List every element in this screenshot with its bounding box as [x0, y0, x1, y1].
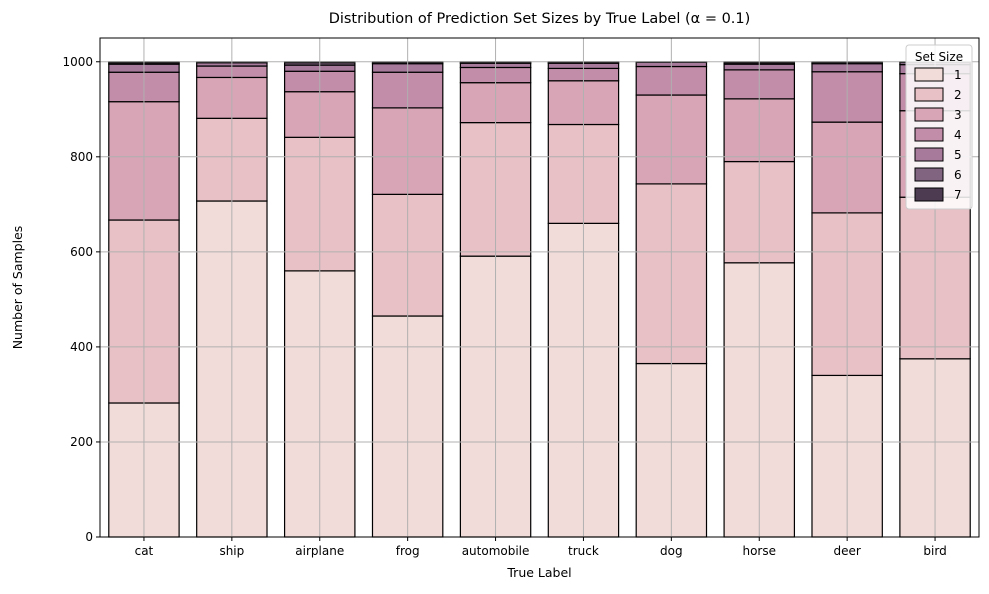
legend-swatch-3 [915, 108, 943, 121]
x-tick-label-airplane: airplane [295, 544, 344, 558]
x-tick-label-horse: horse [742, 544, 776, 558]
x-tick-label-dog: dog [660, 544, 683, 558]
y-tick-label: 200 [70, 435, 93, 449]
legend-swatch-4 [915, 128, 943, 141]
x-tick-label-ship: ship [219, 544, 244, 558]
x-axis-label: True Label [506, 565, 571, 580]
legend-swatch-2 [915, 88, 943, 101]
y-tick-label: 0 [85, 530, 93, 544]
y-tick-label: 400 [70, 340, 93, 354]
legend-label-3: 3 [954, 108, 962, 122]
legend: Set Size 1 2 3 4 5 6 7 [906, 45, 972, 209]
legend-label-2: 2 [954, 88, 962, 102]
bars [100, 38, 979, 537]
legend-swatch-5 [915, 148, 943, 161]
legend-swatch-6 [915, 168, 943, 181]
x-tick-label-truck: truck [568, 544, 599, 558]
y-tick-label: 1000 [62, 55, 93, 69]
legend-label-5: 5 [954, 148, 962, 162]
legend-label-7: 7 [954, 188, 962, 202]
legend-swatch-7 [915, 188, 943, 201]
x-tick-label-frog: frog [396, 544, 420, 558]
y-axis-label: Number of Samples [10, 226, 25, 350]
x-tick-label-deer: deer [833, 544, 860, 558]
legend-swatch-1 [915, 68, 943, 81]
legend-label-6: 6 [954, 168, 962, 182]
x-tick-label-cat: cat [135, 544, 154, 558]
y-tick-label: 600 [70, 245, 93, 259]
chart-title: Distribution of Prediction Set Sizes by … [329, 11, 751, 27]
x-tick-label-bird: bird [923, 544, 946, 558]
y-tick-label: 800 [70, 150, 93, 164]
legend-title: Set Size [915, 50, 963, 64]
x-tick-label-automobile: automobile [462, 544, 530, 558]
legend-label-1: 1 [954, 68, 962, 82]
legend-label-4: 4 [954, 128, 962, 142]
